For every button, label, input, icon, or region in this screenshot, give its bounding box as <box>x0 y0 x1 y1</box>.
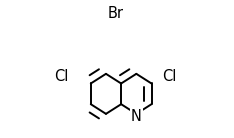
Text: N: N <box>131 109 142 124</box>
Text: Br: Br <box>108 6 124 21</box>
Text: Cl: Cl <box>162 69 177 84</box>
Text: Cl: Cl <box>55 69 69 84</box>
